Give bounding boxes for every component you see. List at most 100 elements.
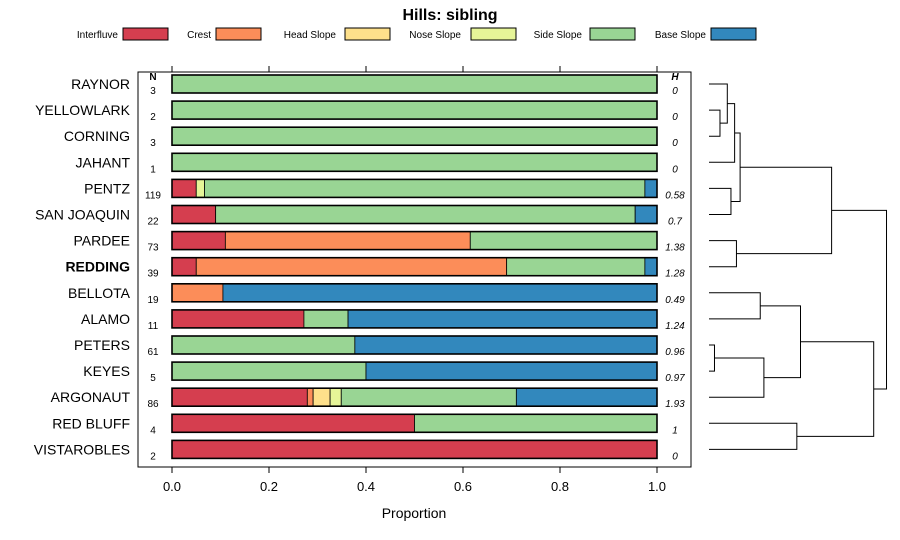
- bar-segment-interfluve: [171, 413, 415, 433]
- n-value: 86: [147, 399, 159, 410]
- h-column-header: H: [671, 72, 679, 83]
- n-value: 19: [147, 295, 159, 306]
- x-axis: 0.0 0.2 0.4 0.6 0.8 1.0: [163, 66, 666, 494]
- row-label: RED BLUFF: [52, 415, 130, 431]
- h-value: 0.96: [665, 347, 685, 358]
- bar-outline: [171, 100, 658, 120]
- dendrogram-link: [709, 103, 736, 163]
- row-label: RAYNOR: [71, 76, 130, 92]
- bar-outline: [171, 309, 658, 329]
- bar-segment-side-slope: [171, 126, 658, 146]
- row-label: JAHANT: [76, 154, 131, 170]
- n-column-header: N: [149, 72, 156, 83]
- bar-segment-side-slope: [204, 178, 646, 198]
- bar-segment-side-slope: [303, 309, 349, 329]
- n-value: 39: [147, 269, 159, 280]
- row-alamo: ALAMO 11 1.24: [81, 309, 685, 332]
- dendrogram-link: [736, 166, 833, 255]
- dendrogram-link: [709, 187, 732, 215]
- h-value: 0.58: [665, 190, 685, 201]
- row-bellota: BELLOTA 19 0.49: [68, 282, 685, 306]
- legend-swatch-base-slope: [710, 27, 757, 41]
- bar-segment-base-slope: [347, 309, 658, 329]
- bar-outline: [171, 282, 658, 303]
- x-tick-label: 0.4: [357, 479, 375, 494]
- legend-swatch-interfluve: [122, 27, 169, 41]
- bar-segment-crest: [224, 231, 471, 251]
- bar-segment-base-slope: [644, 257, 658, 277]
- row-jahant: JAHANT 1 0: [76, 152, 678, 175]
- n-value: 119: [145, 190, 161, 201]
- legend-swatch-side-slope: [589, 27, 636, 41]
- n-value: 22: [147, 217, 159, 228]
- bar-outline: [171, 335, 658, 355]
- row-redding: REDDING 39 1.28: [65, 256, 685, 280]
- bar-segment-side-slope: [171, 335, 356, 355]
- h-value: 0.7: [668, 217, 682, 228]
- x-tick-label: 0.8: [551, 479, 569, 494]
- x-tick-label: 0.0: [163, 479, 181, 494]
- bar-segment-base-slope: [222, 283, 658, 303]
- n-value: 11: [148, 321, 159, 332]
- bar-outline: [171, 413, 658, 434]
- dendrogram-link: [709, 422, 798, 450]
- bar-segment-base-slope: [634, 205, 658, 224]
- row-pardee: PARDEE 73 1.38: [73, 230, 685, 254]
- bar-segment-base-slope: [644, 178, 658, 198]
- chart-title: Hills: sibling: [402, 7, 497, 24]
- row-yellowlark: YELLOWLARK 2 0: [35, 100, 678, 123]
- bar-segment-crest: [171, 283, 224, 303]
- x-tick-label: 0.6: [454, 479, 472, 494]
- row-keyes: KEYES 5 0.97: [83, 361, 685, 384]
- row-vistarobles: VISTAROBLES 2 0: [34, 439, 678, 462]
- bar-segment-interfluve: [171, 257, 197, 277]
- bar-segment-crest: [306, 387, 314, 407]
- legend-label-head-slope: Head Slope: [284, 30, 337, 41]
- row-label: PARDEE: [73, 233, 130, 249]
- bar-segment-side-slope: [469, 231, 658, 251]
- row-label: YELLOWLARK: [35, 102, 131, 118]
- h-value: 1.24: [665, 321, 685, 332]
- bar-outline: [171, 178, 658, 199]
- dendrogram-link: [709, 357, 765, 398]
- row-label: ALAMO: [81, 311, 130, 327]
- h-value: 0: [672, 112, 678, 123]
- bar-segment-head-slope: [312, 387, 331, 407]
- bar-outline: [171, 74, 658, 94]
- bar-segment-side-slope: [414, 413, 658, 433]
- bar-outline: [171, 256, 658, 277]
- row-label: KEYES: [83, 363, 130, 379]
- dendrogram-link: [831, 209, 888, 390]
- bar-segment-nose-slope: [195, 178, 205, 198]
- row-raynor: RAYNOR 3 0: [71, 74, 678, 97]
- bar-segment-interfluve: [171, 205, 217, 224]
- bar-segment-side-slope: [171, 361, 367, 381]
- row-label: CORNING: [64, 128, 130, 144]
- h-value: 0: [672, 86, 678, 97]
- h-value: 0: [672, 164, 678, 175]
- bar-segment-side-slope: [171, 100, 658, 120]
- row-label: REDDING: [65, 259, 130, 275]
- row-san-joaquin: SAN JOAQUIN 22 0.7: [35, 204, 682, 228]
- bar-segment-interfluve: [171, 309, 305, 329]
- n-value: 5: [150, 373, 156, 384]
- h-value: 0: [672, 138, 678, 149]
- bar-outline: [171, 439, 658, 460]
- row-label: PENTZ: [84, 180, 130, 196]
- dendrogram-link: [730, 132, 741, 202]
- legend-label-nose-slope: Nose Slope: [409, 30, 461, 41]
- row-argonaut: ARGONAUT 86 1.93: [51, 387, 685, 410]
- bar-segment-side-slope: [506, 257, 646, 277]
- row-pentz: PENTZ 119 0.58: [84, 178, 685, 201]
- dendrogram-link: [796, 341, 875, 437]
- dendrogram: [709, 83, 888, 450]
- legend-label-side-slope: Side Slope: [534, 30, 583, 41]
- row-peters: PETERS 61 0.96: [74, 335, 685, 358]
- bar-segment-crest: [195, 257, 508, 277]
- row-label: BELLOTA: [68, 285, 131, 301]
- n-value: 2: [150, 112, 156, 123]
- bar-segment-nose-slope: [329, 387, 342, 407]
- bar-outline: [171, 204, 658, 225]
- bar-segment-interfluve: [171, 231, 226, 251]
